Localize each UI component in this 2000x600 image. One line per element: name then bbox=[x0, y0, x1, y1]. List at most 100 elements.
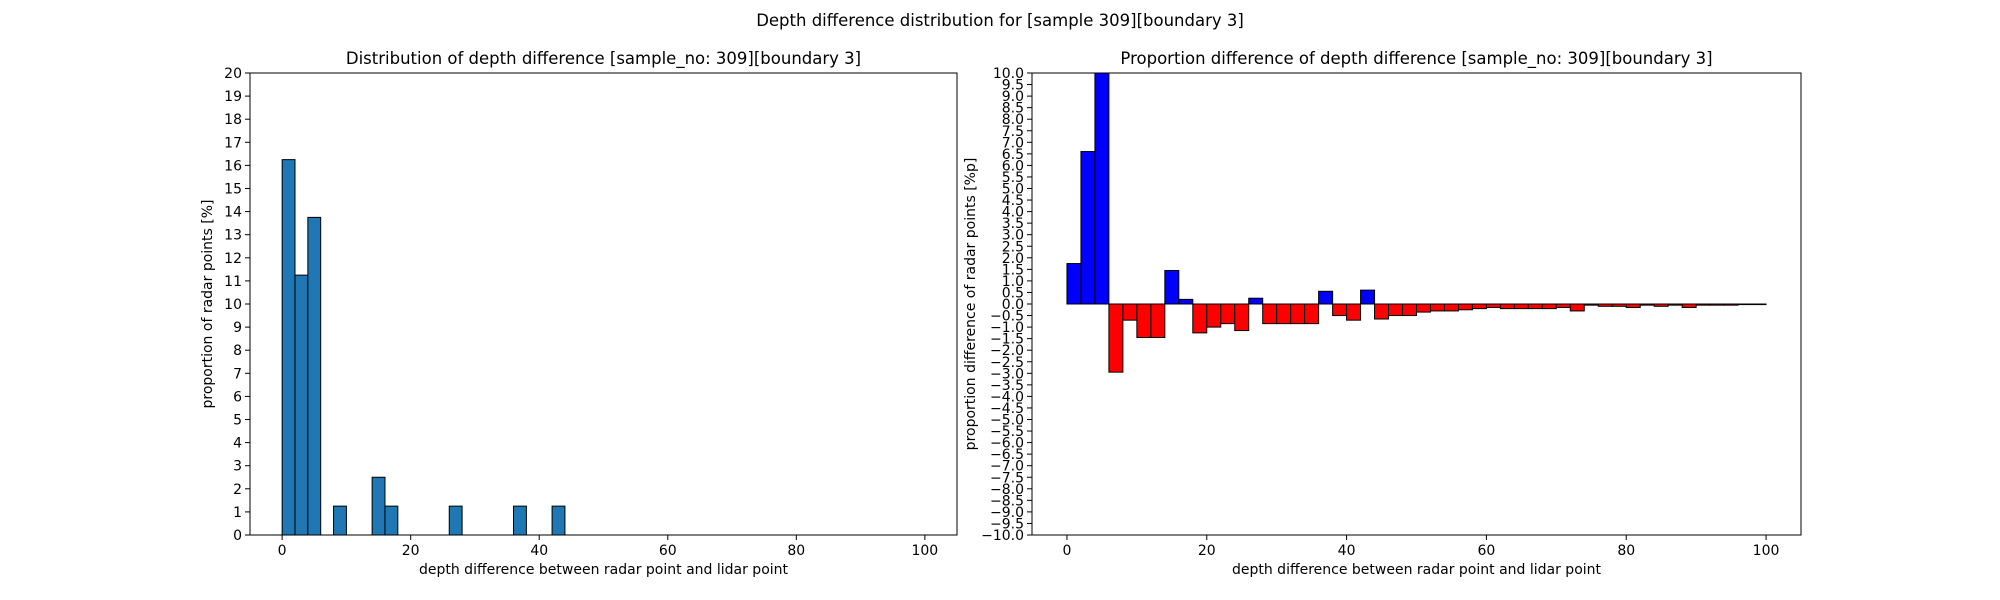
y-tick-label: 18 bbox=[224, 112, 242, 128]
y-tick-label: −4.5 bbox=[990, 401, 1024, 417]
y-tick-label: −2.5 bbox=[990, 355, 1024, 371]
chart-right: Proportion difference of depth differenc… bbox=[963, 49, 1802, 578]
chart-left-x-label: depth difference between radar point and… bbox=[419, 562, 789, 578]
y-tick-label: 2.5 bbox=[1002, 239, 1024, 255]
bar bbox=[1471, 303, 1487, 310]
bar bbox=[1653, 303, 1669, 307]
y-tick-label: 8.0 bbox=[1002, 112, 1024, 128]
bar bbox=[1234, 303, 1250, 332]
x-tick-label: 40 bbox=[530, 543, 548, 559]
y-tick-label: −3.0 bbox=[990, 366, 1024, 382]
bar bbox=[1402, 303, 1418, 317]
y-tick-label: −8.0 bbox=[990, 482, 1024, 498]
y-tick-label: 7.0 bbox=[1002, 135, 1024, 151]
chart-left-title: Distribution of depth difference [sample… bbox=[346, 49, 861, 69]
y-tick-label: −6.5 bbox=[990, 447, 1024, 463]
bar bbox=[1513, 303, 1529, 310]
y-tick-label: −9.0 bbox=[990, 505, 1024, 521]
x-tick-label: 0 bbox=[278, 543, 287, 559]
y-tick-label: −5.5 bbox=[990, 424, 1024, 440]
chart-left-frame bbox=[249, 72, 958, 536]
y-tick-label: −8.5 bbox=[990, 493, 1024, 509]
chart-right-bars bbox=[1066, 72, 1767, 373]
y-tick-label: 5.5 bbox=[1002, 170, 1024, 186]
x-tick-label: 60 bbox=[1477, 543, 1495, 559]
y-tick-label: 10 bbox=[224, 297, 242, 313]
bar bbox=[1248, 297, 1264, 305]
y-tick-label: 5.0 bbox=[1002, 182, 1024, 198]
bar bbox=[1332, 303, 1348, 317]
y-tick-label: 10.0 bbox=[993, 66, 1024, 82]
bar bbox=[1108, 303, 1124, 373]
y-tick-label: 11 bbox=[224, 274, 242, 290]
x-tick-label: 100 bbox=[1753, 543, 1780, 559]
y-tick-label: −2.0 bbox=[990, 343, 1024, 359]
bar bbox=[1220, 303, 1236, 325]
bar bbox=[1583, 303, 1599, 306]
y-tick-label: 6.5 bbox=[1002, 147, 1024, 163]
y-tick-label: 15 bbox=[224, 182, 242, 198]
y-tick-label: −5.0 bbox=[990, 413, 1024, 429]
bar bbox=[1485, 303, 1501, 308]
bar bbox=[1080, 151, 1096, 305]
y-tick-label: 6.0 bbox=[1002, 158, 1024, 174]
bar bbox=[1388, 303, 1404, 317]
x-tick-label: 60 bbox=[659, 543, 677, 559]
y-tick-label: 0 bbox=[233, 528, 242, 544]
bar bbox=[1737, 303, 1753, 306]
y-tick-label: −1.0 bbox=[990, 320, 1024, 336]
bar bbox=[1625, 303, 1641, 308]
y-tick-label: 7 bbox=[233, 366, 242, 382]
bar bbox=[1318, 290, 1334, 305]
bar bbox=[1457, 303, 1473, 311]
bar bbox=[1416, 303, 1431, 313]
chart-left-y-label: proportion of radar points [%] bbox=[200, 199, 216, 408]
y-tick-label: 9 bbox=[233, 320, 242, 336]
y-tick-label: 4.0 bbox=[1002, 205, 1024, 221]
y-tick-label: −10.0 bbox=[981, 528, 1024, 544]
bar bbox=[294, 274, 309, 536]
y-tick-label: 16 bbox=[224, 158, 242, 174]
chart-left-bars bbox=[281, 159, 566, 536]
chart-right-y-ticks: −10.0−9.5−9.0−8.5−8.0−7.5−7.0−6.5−6.0−5.… bbox=[981, 66, 1032, 544]
bar bbox=[1695, 303, 1711, 306]
bar bbox=[1639, 303, 1655, 306]
y-tick-label: −1.5 bbox=[990, 332, 1024, 348]
y-tick-label: −6.0 bbox=[990, 436, 1024, 452]
y-tick-label: 4 bbox=[233, 436, 242, 452]
y-tick-label: 3.0 bbox=[1002, 228, 1024, 244]
bar bbox=[1206, 303, 1222, 328]
bar bbox=[1527, 303, 1543, 310]
bar bbox=[551, 505, 566, 536]
chart-right-x-ticks: 0 20 40 60 80 100 bbox=[1062, 535, 1779, 559]
x-tick-label: 80 bbox=[787, 543, 805, 559]
y-tick-label: 3.5 bbox=[1002, 216, 1024, 232]
x-tick-label: 20 bbox=[402, 543, 420, 559]
bar bbox=[1597, 303, 1613, 307]
x-tick-label: 20 bbox=[1198, 543, 1216, 559]
bar bbox=[1429, 303, 1445, 312]
bar bbox=[371, 476, 386, 536]
y-tick-label: 19 bbox=[224, 89, 242, 105]
bar bbox=[1066, 263, 1082, 305]
y-tick-label: 8 bbox=[233, 343, 242, 359]
bar bbox=[1346, 303, 1362, 321]
bar bbox=[1569, 303, 1585, 312]
chart-right-title: Proportion difference of depth differenc… bbox=[1120, 49, 1712, 69]
chart-left: Distribution of depth difference [sample… bbox=[200, 49, 958, 578]
y-tick-label: −3.5 bbox=[990, 378, 1024, 394]
y-tick-label: 6 bbox=[233, 389, 242, 405]
chart-right-x-label: depth difference between radar point and… bbox=[1232, 562, 1602, 578]
y-tick-label: 1.5 bbox=[1002, 262, 1024, 278]
bar bbox=[1262, 303, 1278, 325]
y-tick-label: 0.5 bbox=[1002, 285, 1024, 301]
bar bbox=[1150, 303, 1166, 338]
bar bbox=[1122, 303, 1138, 321]
bar bbox=[1723, 303, 1739, 306]
bar bbox=[1304, 303, 1320, 325]
y-tick-label: −7.0 bbox=[990, 459, 1024, 475]
bar bbox=[281, 159, 296, 536]
bar bbox=[1443, 303, 1459, 312]
figure-title: Depth difference distribution for [sampl… bbox=[756, 11, 1244, 30]
